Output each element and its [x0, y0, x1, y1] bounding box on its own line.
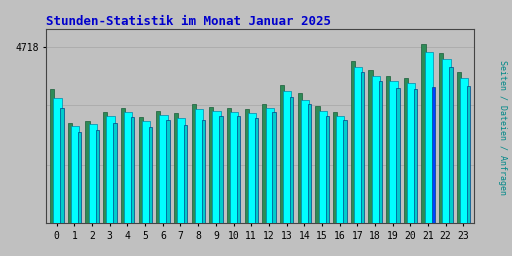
Bar — [71, 126, 79, 223]
Bar — [68, 123, 72, 223]
Bar — [351, 61, 355, 223]
Bar — [86, 121, 90, 223]
Bar — [424, 51, 433, 223]
Bar — [266, 108, 274, 223]
Bar — [121, 108, 125, 223]
Bar — [53, 98, 61, 223]
Bar — [283, 91, 291, 223]
Bar — [262, 104, 266, 223]
Bar — [212, 111, 221, 223]
Bar — [290, 97, 293, 223]
Bar — [403, 78, 408, 223]
Bar — [220, 116, 223, 223]
Bar — [457, 72, 461, 223]
Bar — [248, 113, 256, 223]
Bar — [156, 111, 160, 223]
Bar — [78, 132, 81, 223]
Bar — [297, 93, 302, 223]
Bar — [131, 117, 134, 223]
Bar — [378, 81, 382, 223]
Bar — [343, 120, 347, 223]
Bar — [386, 76, 390, 223]
Bar — [174, 113, 178, 223]
Bar — [333, 112, 337, 223]
Bar — [301, 100, 309, 223]
Bar — [368, 70, 373, 223]
Bar — [326, 116, 329, 223]
Bar — [460, 78, 468, 223]
Bar — [202, 120, 205, 223]
Bar — [407, 83, 415, 223]
Bar — [60, 108, 63, 223]
Bar — [396, 88, 399, 223]
Bar — [308, 104, 311, 223]
Bar — [361, 72, 364, 223]
Bar — [467, 86, 470, 223]
Bar — [89, 124, 97, 223]
Bar — [139, 117, 143, 223]
Bar — [442, 59, 451, 223]
Bar — [450, 67, 453, 223]
Bar — [159, 115, 168, 223]
Bar — [106, 116, 115, 223]
Bar — [432, 87, 435, 223]
Bar — [96, 130, 99, 223]
Bar — [421, 44, 425, 223]
Bar — [142, 121, 150, 223]
Bar — [255, 118, 258, 223]
Bar — [166, 120, 170, 223]
Bar — [184, 125, 187, 223]
Text: Seiten / Dateien / Anfragen: Seiten / Dateien / Anfragen — [498, 60, 507, 196]
Bar — [439, 54, 443, 223]
Bar — [272, 112, 276, 223]
Bar — [354, 67, 362, 223]
Bar — [227, 108, 231, 223]
Bar — [315, 106, 319, 223]
Bar — [195, 110, 203, 223]
Bar — [414, 89, 417, 223]
Bar — [336, 116, 345, 223]
Bar — [149, 127, 152, 223]
Bar — [113, 123, 117, 223]
Bar — [237, 116, 241, 223]
Bar — [318, 111, 327, 223]
Bar — [124, 112, 132, 223]
Bar — [103, 112, 108, 223]
Text: Stunden-Statistik im Monat Januar 2025: Stunden-Statistik im Monat Januar 2025 — [46, 15, 331, 28]
Bar — [245, 110, 249, 223]
Bar — [280, 85, 284, 223]
Bar — [177, 118, 185, 223]
Bar — [389, 81, 397, 223]
Bar — [230, 112, 239, 223]
Bar — [372, 76, 380, 223]
Bar — [209, 107, 214, 223]
Bar — [191, 104, 196, 223]
Bar — [50, 89, 54, 223]
